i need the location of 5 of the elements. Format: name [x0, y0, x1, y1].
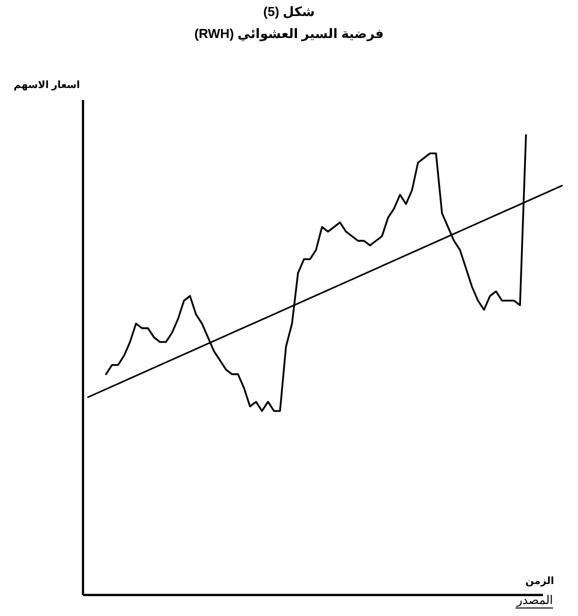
ylabel: اسعار الاسهم — [14, 80, 80, 91]
title: شكل (5) — [263, 4, 315, 19]
annotation: المصدر — [516, 593, 553, 607]
xlabel: الزمن — [525, 576, 554, 587]
subtitle: فرضية السير العشوائي (RWH) — [194, 26, 384, 41]
